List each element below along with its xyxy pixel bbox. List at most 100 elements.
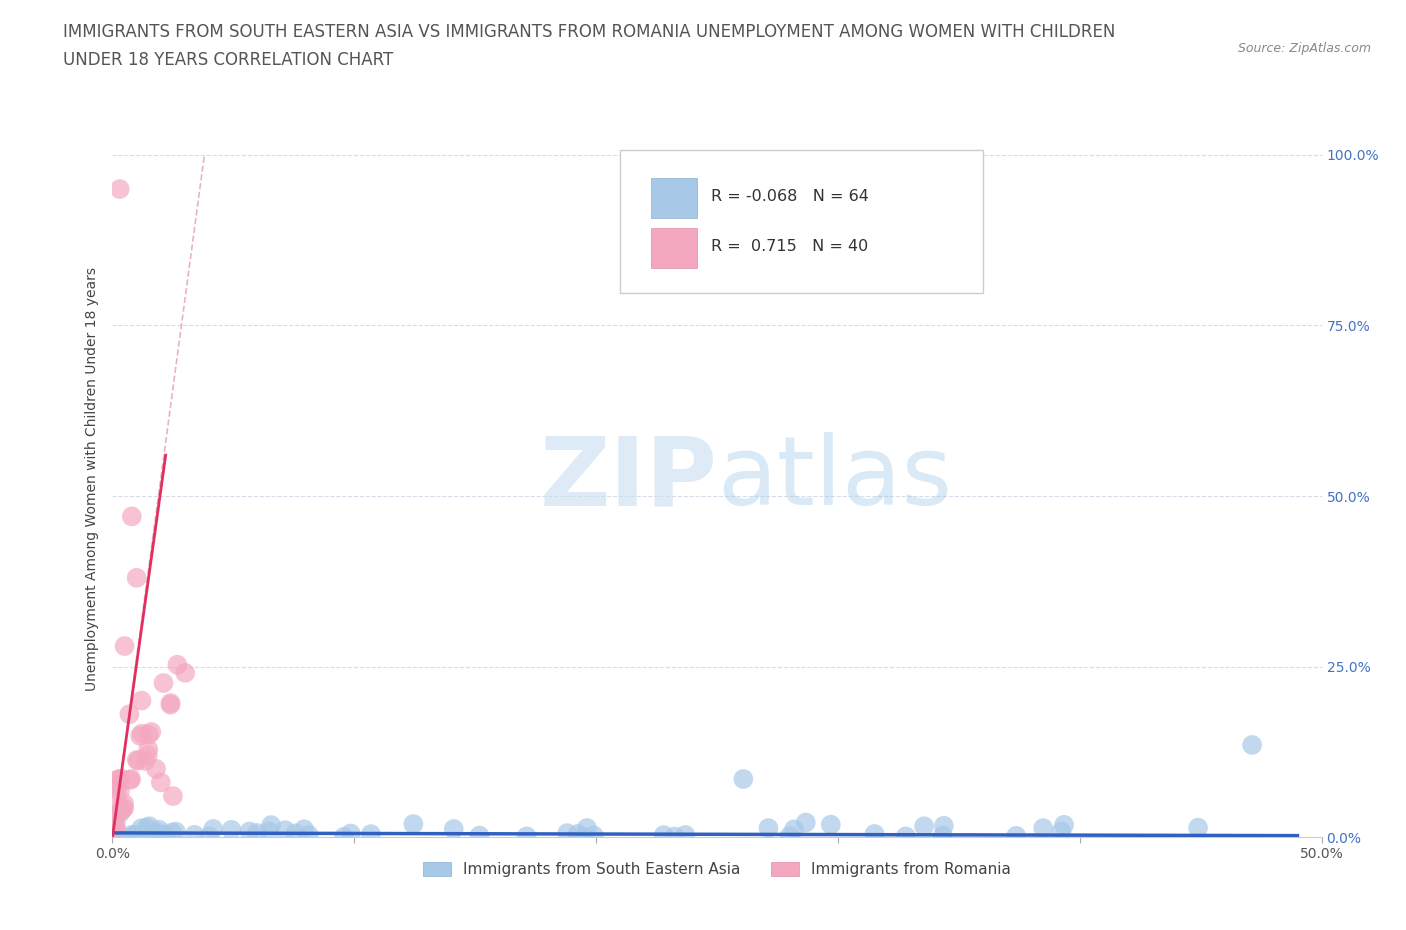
Point [136,830,159,844]
Point [292,822,315,837]
Point [136,748,159,763]
Point [110,771,132,786]
Point [108,784,131,799]
Point [246,826,269,841]
Point [136,742,159,757]
Point [468,828,491,843]
Point [107,802,129,817]
Point [104,820,127,835]
Point [127,753,149,768]
Point [131,693,153,708]
Point [360,827,382,842]
Point [664,830,686,844]
Point [125,570,148,585]
Point [104,821,127,836]
Point [257,824,280,839]
Point [108,806,131,821]
Point [121,509,143,524]
Point [108,830,131,844]
Point [443,821,465,836]
Point [863,827,886,842]
Point [758,820,780,835]
Point [120,828,142,843]
Text: ZIP: ZIP [538,432,717,525]
Point [284,826,307,841]
Point [135,820,157,835]
Point [575,820,598,835]
Point [166,658,188,672]
FancyBboxPatch shape [620,150,983,293]
Point [124,829,146,844]
Point [148,825,170,840]
Point [779,829,801,844]
Point [108,181,131,196]
Point [198,829,221,844]
Point [820,817,842,832]
Point [114,639,136,654]
Point [120,772,142,787]
Point [131,820,153,835]
Point [783,822,806,837]
Point [107,778,129,793]
Point [516,829,538,844]
Legend: Immigrants from South Eastern Asia, Immigrants from Romania: Immigrants from South Eastern Asia, Immi… [418,856,1017,884]
Point [174,665,197,680]
FancyBboxPatch shape [651,179,696,218]
Point [127,830,149,844]
Point [1053,817,1076,832]
Point [673,828,696,843]
Point [333,830,356,844]
FancyBboxPatch shape [651,228,696,268]
Text: R = -0.068   N = 64: R = -0.068 N = 64 [711,189,869,204]
Point [143,829,166,844]
Point [148,822,170,837]
Point [152,675,174,690]
Point [555,826,578,841]
Point [572,830,595,844]
Point [105,773,128,788]
Point [105,786,128,801]
Point [138,727,160,742]
Point [238,824,260,839]
Point [138,818,160,833]
Point [153,828,176,843]
Text: IMMIGRANTS FROM SOUTH EASTERN ASIA VS IMMIGRANTS FROM ROMANIA UNEMPLOYMENT AMONG: IMMIGRANTS FROM SOUTH EASTERN ASIA VS IM… [63,23,1115,41]
Point [107,772,129,787]
Point [1241,737,1264,752]
Point [1050,824,1073,839]
Point [101,810,124,825]
Text: atlas: atlas [717,432,952,525]
Text: UNDER 18 YEARS CORRELATION CHART: UNDER 18 YEARS CORRELATION CHART [63,51,394,69]
Point [103,813,125,828]
Point [298,828,321,843]
Point [1032,820,1054,835]
Point [110,803,132,817]
Point [260,817,283,832]
Point [1005,829,1028,844]
Point [112,796,135,811]
Text: Source: ZipAtlas.com: Source: ZipAtlas.com [1237,42,1371,55]
Point [733,772,755,787]
Point [202,821,225,836]
Point [582,828,605,843]
Point [1187,820,1209,835]
Point [112,801,135,816]
Point [124,827,146,842]
Point [134,753,156,768]
Point [794,815,817,830]
Point [141,724,163,739]
Point [402,817,425,831]
Point [894,829,917,844]
Point [145,762,167,777]
Point [932,818,955,833]
Point [931,828,953,843]
Point [103,823,125,838]
Point [118,707,141,722]
Point [111,802,134,817]
Point [160,825,183,840]
Text: R =  0.715   N = 40: R = 0.715 N = 40 [711,239,869,254]
Point [339,826,361,841]
Point [165,824,187,839]
Point [131,830,153,844]
Y-axis label: Unemployment Among Women with Children Under 18 years: Unemployment Among Women with Children U… [86,267,100,691]
